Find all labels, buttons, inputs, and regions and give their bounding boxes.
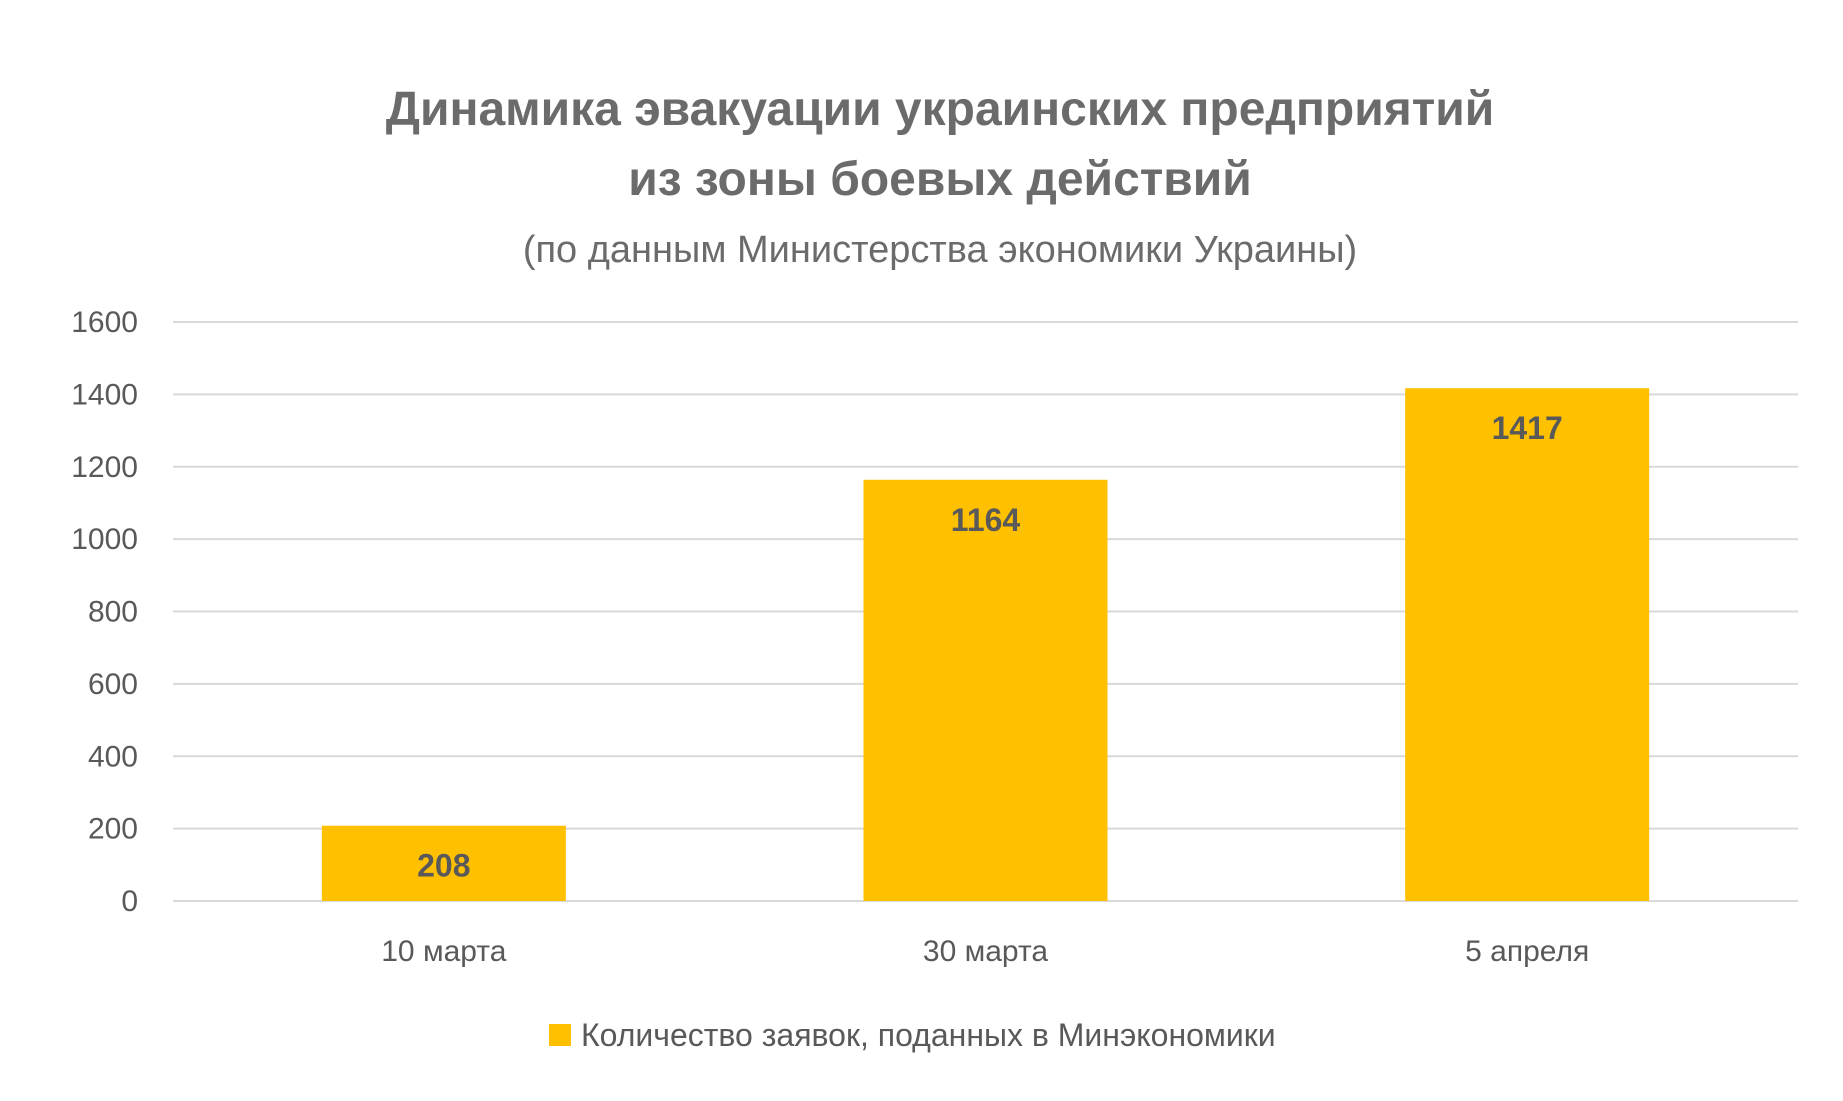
- y-tick-label: 400: [88, 740, 138, 773]
- x-tick-label-3: 5 апреля: [1465, 935, 1589, 968]
- legend: Количество заявок, поданных в Минэкономи…: [549, 1017, 1276, 1053]
- bar-2: [863, 479, 1108, 901]
- data-labels: 208 1164 1417: [417, 410, 1563, 884]
- data-label-1: 208: [417, 848, 470, 884]
- y-tick-label: 1400: [71, 378, 138, 411]
- legend-label: Количество заявок, поданных в Минэкономи…: [581, 1017, 1276, 1053]
- chart-title-line-1: Динамика эвакуации украинских предприяти…: [386, 83, 1495, 136]
- legend-swatch: [549, 1024, 571, 1046]
- bars: [321, 388, 1650, 901]
- data-label-2: 1164: [951, 502, 1021, 538]
- y-tick-label: 1200: [71, 451, 138, 484]
- y-tick-label: 600: [88, 668, 138, 701]
- y-tick-label: 200: [88, 813, 138, 846]
- y-axis-tick-labels: 0 200 400 600 800 1000 1200 1400 1600: [71, 306, 138, 918]
- x-tick-label-2: 30 марта: [923, 935, 1048, 968]
- data-label-3: 1417: [1492, 410, 1563, 446]
- bar-3: [1405, 388, 1650, 901]
- chart-subtitle: (по данным Министерства экономики Украин…: [523, 229, 1357, 271]
- bar-1: [321, 825, 566, 901]
- x-axis-tick-labels: 10 марта 30 марта 5 апреля: [381, 935, 1589, 968]
- chart-title-line-2: из зоны боевых действий: [628, 153, 1252, 206]
- y-tick-label: 1000: [71, 523, 138, 556]
- y-tick-label: 0: [121, 885, 138, 918]
- y-tick-label: 1600: [71, 306, 138, 339]
- x-tick-label-1: 10 марта: [381, 935, 506, 968]
- y-tick-label: 800: [88, 596, 138, 629]
